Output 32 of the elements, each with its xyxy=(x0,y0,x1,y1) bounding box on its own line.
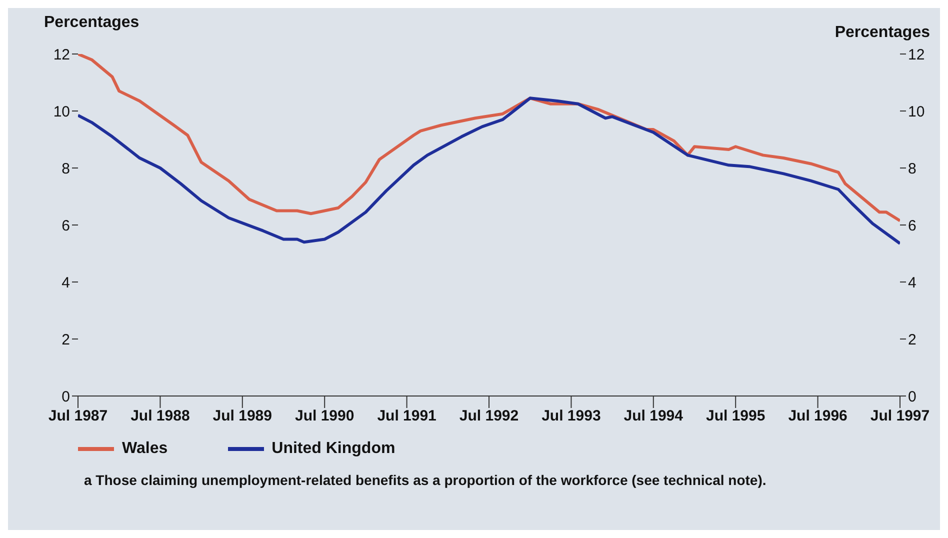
y2-tick-label: 0 xyxy=(908,388,916,406)
y-tick-label: 0 xyxy=(62,388,70,406)
legend-label: United Kingdom xyxy=(272,440,396,458)
y-axis-title: Percentages xyxy=(44,14,140,33)
y-tick-label: 2 xyxy=(62,331,70,348)
line-series xyxy=(78,54,900,222)
y-tick-label: 10 xyxy=(53,103,70,120)
y2-tick-label: 4 xyxy=(908,274,916,292)
x-tick-label: Jul 1991 xyxy=(377,408,436,425)
x-tick-label: Jul 1987 xyxy=(48,408,108,425)
y2-tick-label: 6 xyxy=(908,217,916,234)
y2-axis-title: Percentages xyxy=(834,24,930,41)
legend-label: Wales xyxy=(122,440,168,458)
y2-tick-label: 8 xyxy=(908,160,916,178)
y2-tick-label: 2 xyxy=(908,331,916,348)
x-tick-label: Jul 1995 xyxy=(706,408,766,425)
x-tick-label: Jul 1997 xyxy=(870,408,930,425)
x-tick-label: Jul 1989 xyxy=(212,408,272,425)
x-tick-label: Jul 1992 xyxy=(459,408,519,425)
y2-tick-label: 10 xyxy=(908,103,925,120)
y-tick-label: 12 xyxy=(53,46,70,64)
x-tick-label: Jul 1988 xyxy=(130,408,190,425)
x-tick-label: Jul 1993 xyxy=(542,408,601,425)
x-tick-label: Jul 1994 xyxy=(624,408,684,425)
text: a Those claiming unemployment-related benefits as a proportion of the workforce (see technical note). xyxy=(83,471,768,488)
y-tick-label: 4 xyxy=(62,274,70,292)
y-tick-label: 8 xyxy=(62,160,70,178)
x-tick-label: Jul 1990 xyxy=(294,408,354,425)
y2-tick-label: 12 xyxy=(908,46,925,64)
x-tick-label: Jul 1996 xyxy=(788,408,848,425)
y-tick-label: 6 xyxy=(62,217,70,234)
line-series xyxy=(78,96,900,246)
